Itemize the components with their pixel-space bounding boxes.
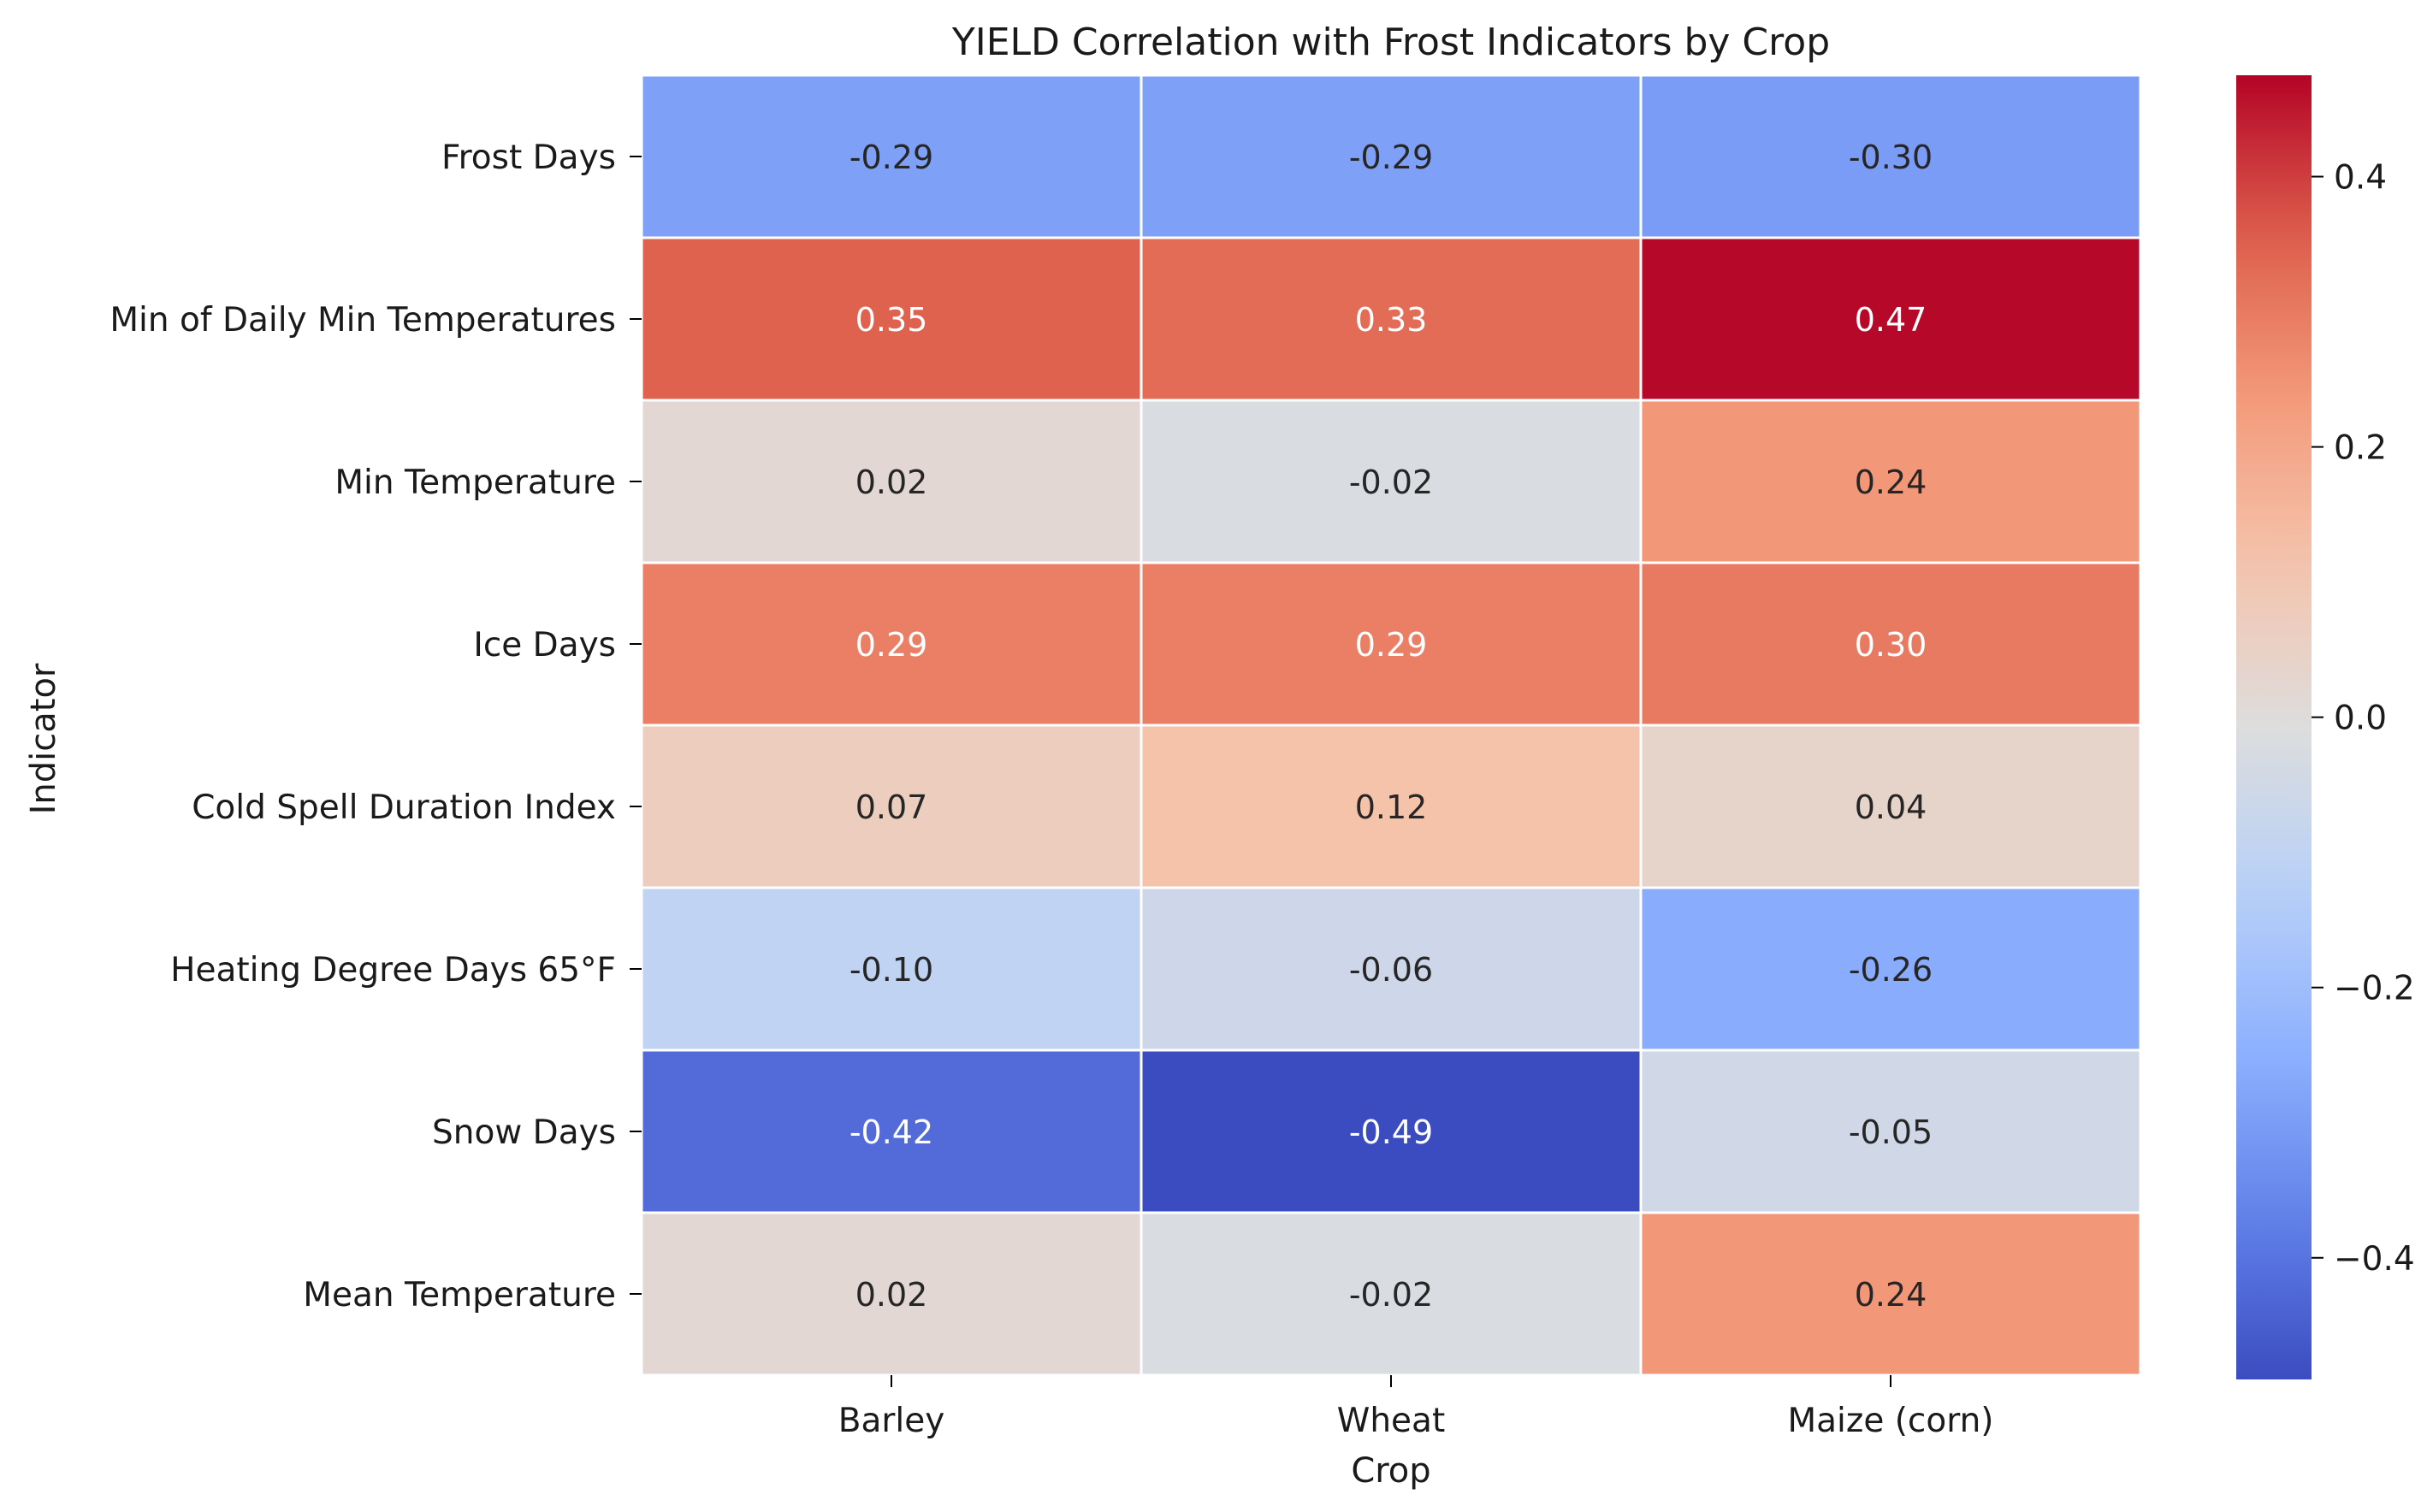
colorbar-tick-label: −0.2 (2334, 970, 2415, 1008)
cell-value-label: -0.05 (1849, 1113, 1933, 1151)
heatmap-cell (1140, 1048, 1643, 1214)
cell-value-label: 0.30 (1855, 626, 1927, 664)
heatmap-cell (1140, 399, 1643, 564)
heatmap-cell (640, 1048, 1143, 1214)
cell-value-label: -0.29 (849, 139, 933, 176)
cell-value-label: -0.06 (1349, 951, 1433, 989)
y-tick-label: Ice Days (473, 626, 616, 664)
heatmap-cell (1140, 886, 1643, 1052)
cell-value-label: 0.07 (855, 788, 928, 826)
heatmap-cell (1639, 74, 2142, 239)
cell-value-label: -0.02 (1349, 1276, 1433, 1314)
heatmap-cell (1140, 724, 1643, 889)
cell-value-label: 0.02 (855, 464, 928, 501)
y-tick-label: Heating Degree Days 65°F (170, 951, 616, 989)
y-axis-label: Indicator (24, 663, 63, 814)
chart-title: YIELD Correlation with Frost Indicators … (951, 21, 1830, 64)
x-tick-label: Wheat (1337, 1402, 1445, 1440)
x-tick-label: Barley (838, 1402, 945, 1440)
cell-value-label: -0.49 (1349, 1113, 1433, 1151)
heatmap-cell (1639, 724, 2142, 889)
x-tick-label: Maize (corn) (1787, 1402, 1993, 1440)
cell-value-label: 0.02 (855, 1276, 928, 1314)
y-tick-label: Min Temperature (334, 464, 616, 502)
y-tick-label: Min of Daily Min Temperatures (110, 301, 616, 340)
heatmap-cells: -0.29 -0.29 -0.30 0.35 0.33 0.47 0.02 -0.02 0.24… (640, 74, 2142, 1377)
cell-value-label: 0.12 (1355, 788, 1428, 826)
x-axis-label: Crop (1351, 1451, 1430, 1491)
colorbar-tick-label: 0.2 (2334, 429, 2387, 468)
cell-value-label: -0.42 (849, 1113, 933, 1151)
colorbar-tick-label: −0.4 (2334, 1240, 2415, 1279)
heatmap-cell (640, 724, 1143, 889)
heatmap-cell (1639, 1211, 2142, 1377)
heatmap-cell (640, 1211, 1143, 1377)
cell-value-label: -0.30 (1849, 139, 1933, 176)
heatmap-cell (640, 236, 1143, 402)
heatmap-cell (1639, 236, 2142, 402)
y-tick-label: Frost Days (441, 139, 616, 177)
cell-value-label: -0.26 (1849, 951, 1933, 989)
heatmap-cell (1140, 1211, 1643, 1377)
heatmap-cell (1639, 1048, 2142, 1214)
cell-value-label: 0.29 (1355, 626, 1428, 664)
cell-value-label: -0.29 (1349, 139, 1433, 176)
cell-value-label: 0.47 (1855, 301, 1927, 339)
colorbar-tick-label: 0.0 (2334, 700, 2387, 738)
y-tick-label: Mean Temperature (303, 1276, 616, 1314)
heatmap-cell (640, 74, 1143, 239)
cell-value-label: 0.29 (855, 626, 928, 664)
colorbar-gradient (2236, 75, 2312, 1379)
cell-value-label: 0.35 (855, 301, 928, 339)
cell-value-label: 0.24 (1855, 1276, 1927, 1314)
colorbar: 0.4 0.2 0.0 −0.2 −0.4 (2236, 75, 2415, 1379)
cell-value-label: 0.04 (1855, 788, 1927, 826)
cell-value-label: 0.24 (1855, 464, 1927, 501)
heatmap-cell (1140, 74, 1643, 239)
cell-value-label: 0.33 (1355, 301, 1428, 339)
cell-value-label: -0.02 (1349, 464, 1433, 501)
row-labels: Frost Days Min of Daily Min Temperatures M… (110, 139, 642, 1314)
colorbar-tick-label: 0.4 (2334, 159, 2387, 198)
column-labels: Barley Wheat Maize (corn) (838, 1375, 1994, 1440)
y-tick-label: Cold Spell Duration Index (192, 788, 616, 827)
heatmap-cell (1639, 886, 2142, 1052)
heatmap-cell (1639, 561, 2142, 727)
heatmap-cell (640, 561, 1143, 727)
cell-value-label: -0.10 (849, 951, 933, 989)
y-tick-label: Snow Days (432, 1113, 616, 1152)
heatmap-cell (1140, 236, 1643, 402)
